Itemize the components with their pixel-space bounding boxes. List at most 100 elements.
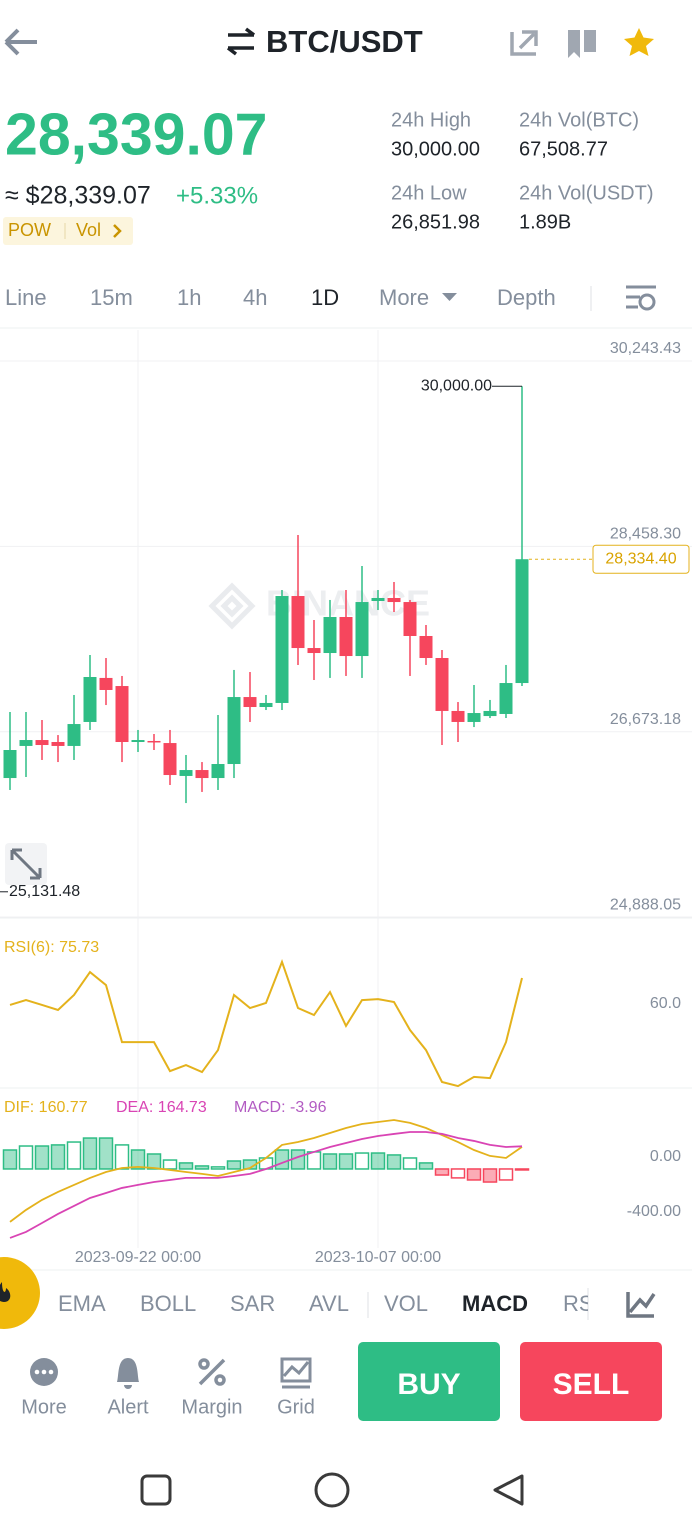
macd-line (9, 1131, 523, 1239)
candle-body (403, 602, 417, 636)
indicator-tab[interactable]: AVL (309, 1291, 349, 1316)
action-label[interactable]: More (21, 1396, 67, 1418)
y-tick-label: 24,888.05 (610, 896, 681, 913)
margin-icon[interactable] (198, 1358, 226, 1386)
macd-legend: DEA: 164.73 (116, 1099, 207, 1116)
candle-body (115, 686, 129, 743)
indicator-tab[interactable]: VOL (384, 1291, 428, 1316)
tag[interactable]: POW (8, 220, 51, 240)
x-tick-label: 2023-09-22 00:00 (75, 1249, 201, 1266)
candle-body (147, 740, 161, 743)
macd-bar (226, 1160, 242, 1170)
x-tick-label: 2023-10-07 00:00 (315, 1249, 441, 1266)
macd-bar (386, 1154, 402, 1170)
nav-home[interactable] (314, 1472, 350, 1508)
sell-button[interactable] (520, 1342, 662, 1421)
candle-body (67, 724, 81, 746)
indicator-tab[interactable]: SAR (230, 1291, 275, 1316)
macd-bar (418, 1162, 434, 1170)
candle-body (451, 710, 465, 722)
candle-body (307, 648, 321, 654)
macd-bar (194, 1165, 210, 1170)
candle-body (371, 597, 385, 602)
timeframe-tab[interactable]: 1D (311, 285, 339, 310)
timeframe-tab[interactable]: Depth (497, 285, 556, 310)
nav-recents[interactable] (140, 1474, 172, 1506)
last-price: 28,339.07 (5, 102, 267, 168)
macd-legend: MACD: -3.96 (234, 1099, 327, 1116)
price-change: +5.33% (176, 182, 258, 209)
indicator-fab[interactable] (0, 1257, 40, 1329)
candle-body (355, 602, 369, 657)
candle-body (99, 677, 113, 690)
timeframe-tab[interactable]: More (379, 285, 429, 310)
action-label[interactable]: Grid (277, 1396, 315, 1418)
back-button[interactable] (4, 28, 37, 56)
macd-bar (306, 1151, 322, 1170)
last-price-label: 28,334.40 (605, 550, 676, 567)
macd-bar (162, 1159, 178, 1170)
candle-body (19, 740, 33, 746)
candle-body (467, 713, 481, 722)
macd-bar (210, 1166, 226, 1170)
rsi-label: RSI(6): 75.73 (4, 939, 99, 956)
action-label[interactable]: Margin (181, 1396, 242, 1418)
grid-icon[interactable] (280, 1357, 312, 1389)
candle-body (323, 616, 337, 654)
indicator-tab[interactable]: MACD (462, 1291, 528, 1316)
watermark-logo (208, 582, 256, 630)
indicator-tab[interactable]: BOLL (140, 1291, 196, 1316)
fire-icon (0, 1282, 11, 1302)
stat-value: 30,000.00 (391, 138, 480, 160)
macd-bar (114, 1144, 130, 1170)
indicator-tab[interactable]: RSI (563, 1291, 600, 1316)
macd-bar (370, 1152, 386, 1170)
buy-label: BUY (397, 1368, 460, 1401)
candle-body (291, 596, 305, 649)
info-icon[interactable] (568, 30, 596, 58)
macd-legend: DIF: 160.77 (4, 1099, 88, 1116)
favorite-star[interactable] (624, 28, 654, 56)
swap-icon[interactable] (226, 27, 256, 56)
indicator-settings-icon[interactable] (626, 1292, 656, 1318)
nav-back[interactable] (493, 1474, 524, 1506)
macd-bar (322, 1153, 338, 1170)
macd-bar (482, 1168, 498, 1183)
stat-label: 24h Low (391, 182, 467, 204)
timeframe-tab[interactable]: Line (5, 285, 47, 310)
indicator-tab[interactable]: EMA (58, 1291, 106, 1316)
timeframe-tab[interactable]: 4h (243, 285, 267, 310)
macd-bar (98, 1137, 114, 1170)
pair-title: BTC/USDT (266, 24, 423, 59)
action-label[interactable]: Alert (107, 1396, 149, 1418)
alert-icon[interactable] (117, 1358, 139, 1389)
candle-body (515, 559, 529, 684)
candle-body (51, 742, 65, 746)
candle-body (163, 743, 177, 776)
timeframe-tab[interactable]: 1h (177, 285, 201, 310)
candle-body (435, 658, 449, 711)
last-price-box (592, 544, 690, 574)
candle-body (211, 764, 225, 779)
macd-bar (66, 1141, 82, 1170)
sell-label: SELL (553, 1368, 630, 1401)
expand-icon (10, 848, 42, 880)
indicator-bar: EMA BOLL SAR AVL VOL MACD RSI (58, 1291, 600, 1316)
candle-body (419, 635, 433, 659)
candle-body (83, 677, 97, 722)
share-icon[interactable] (510, 30, 538, 56)
buy-button[interactable] (358, 1342, 500, 1421)
candle-body (387, 597, 401, 603)
y-tick-label: -400.00 (627, 1203, 681, 1220)
macd-bar (338, 1153, 354, 1170)
timeframe-tab[interactable]: 15m (90, 285, 133, 310)
y-tick-label: 26,673.18 (610, 711, 681, 728)
macd-bar (50, 1144, 66, 1170)
settings-icon[interactable] (626, 285, 656, 311)
macd-bar (146, 1153, 162, 1170)
macd-bar (18, 1145, 34, 1170)
tag[interactable]: Vol (76, 220, 101, 240)
candle-body (499, 683, 513, 714)
candle-body (131, 740, 145, 743)
